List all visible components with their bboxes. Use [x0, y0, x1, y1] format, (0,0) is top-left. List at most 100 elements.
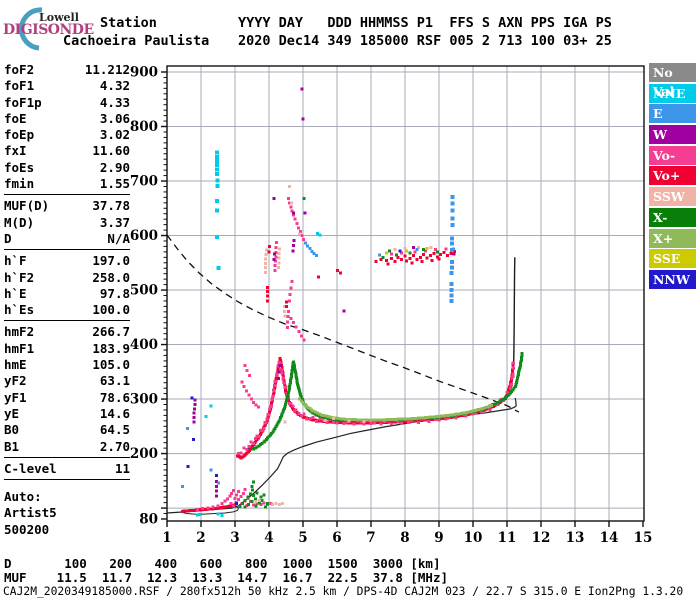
- x-tick-label: 11: [498, 530, 517, 546]
- param-label: yE: [4, 405, 20, 421]
- legend-item-w: W: [649, 125, 696, 145]
- y-tick-label: 80: [139, 511, 158, 527]
- parameter-panel: foF2 11.212 foF1 4.32 foF1p 4.33 foE 3.06 foEp 3.…: [4, 62, 130, 538]
- param-label: h`E: [4, 285, 27, 301]
- param-label: hmF2: [4, 324, 35, 340]
- drift-column-blue: [449, 194, 455, 303]
- drift-column-cyan: [215, 150, 221, 271]
- x-tick-label: 6: [332, 530, 341, 546]
- param-value: 3.02: [99, 127, 130, 143]
- param-label: foF2: [4, 62, 35, 77]
- param-row-ye: yE 14.6: [4, 406, 130, 422]
- panel-separator: [4, 456, 130, 458]
- muf-frequency-row: MUF 11.5 11.7 12.3 13.3 14.7 16.7 22.5 3…: [4, 570, 449, 585]
- digisonde-logo: Lowell DIGISONDE: [0, 0, 100, 52]
- panel-separator: [4, 194, 130, 196]
- header-station-name: Cachoeira Paulista: [63, 33, 210, 49]
- param-value: 2.90: [99, 159, 130, 175]
- legend-item-nnw: NNW: [649, 269, 696, 289]
- param-row-b1: B1 2.70: [4, 439, 130, 455]
- param-value: 105.0: [92, 357, 130, 373]
- mid-cluster-olive: [384, 247, 429, 255]
- param-label: fmin: [4, 176, 35, 192]
- x-tick-label: 1: [162, 530, 171, 546]
- spread-magenta: [192, 87, 456, 498]
- param-label: h`F: [4, 253, 27, 269]
- autoscaling-line: 500200: [4, 521, 50, 537]
- param-row-b0: B0 64.5: [4, 422, 130, 438]
- param-value: 4.33: [99, 94, 130, 110]
- param-value: 78.6: [99, 389, 130, 405]
- param-value: 3.06: [99, 110, 130, 126]
- x-tick-label: 5: [298, 530, 307, 546]
- legend-item-x+: X+: [649, 228, 696, 248]
- y-tick-label: 400: [130, 337, 158, 353]
- y-tick-label: 900: [130, 65, 158, 81]
- param-value: 2.70: [99, 438, 130, 454]
- x-tick-label: 7: [366, 530, 375, 546]
- x-tick-label: 4: [264, 530, 273, 546]
- param-label: hmF1: [4, 340, 35, 356]
- param-value: 11.212: [84, 62, 130, 77]
- panel-separator: [4, 320, 130, 322]
- param-row-yf2: yF2 63.1: [4, 373, 130, 389]
- x-trace-lightgreen: [298, 397, 493, 422]
- param-label: foEp: [4, 127, 35, 143]
- param-label: foEs: [4, 159, 35, 175]
- param-value: 183.9: [92, 340, 130, 356]
- param-value: 1.55: [99, 176, 130, 192]
- y-tick-label: 300: [130, 392, 158, 408]
- param-row-fof1: foF1 4.32: [4, 78, 130, 94]
- spread-red: [265, 244, 342, 308]
- param-value: 100.0: [92, 302, 130, 318]
- param-label: foF1: [4, 78, 35, 94]
- blue-echoes: [180, 241, 455, 488]
- param-value: 14.6: [99, 405, 130, 421]
- param-label: B0: [4, 422, 20, 438]
- param-label: hmE: [4, 357, 27, 373]
- param-label: fxI: [4, 143, 27, 159]
- y-tick-label: 700: [130, 174, 158, 190]
- param-label: h`Es: [4, 302, 35, 318]
- param-value: 97.8: [99, 285, 130, 301]
- param-row-yf1: yF1 78.6: [4, 390, 130, 406]
- param-row-fxi: fxI 11.60: [4, 143, 130, 159]
- cyan-echoes: [196, 231, 322, 518]
- param-row-clevel: C-level 11: [4, 461, 130, 477]
- logo-arc-icon: [18, 7, 43, 51]
- panel-separator: [4, 249, 130, 251]
- legend-item-no-val: No Val: [649, 63, 696, 99]
- param-row-d: D N/A: [4, 231, 130, 247]
- muf-transmission-curve: [166, 234, 520, 413]
- x-tick-label: 2: [196, 530, 205, 546]
- spread-salmon: [254, 185, 433, 506]
- legend-item-nne: NNE: [649, 83, 696, 103]
- param-label: B1: [4, 438, 20, 454]
- param-row-hf2: h`F2 258.0: [4, 270, 130, 286]
- param-value: 11.60: [92, 143, 130, 159]
- logo-lowell-text: Lowell: [39, 11, 79, 24]
- param-row-fof2: foF2 11.212: [4, 62, 130, 78]
- mid-cluster-red: [374, 249, 456, 266]
- legend-item-e: E: [649, 104, 696, 124]
- autoscaling-line: Artist5: [4, 505, 57, 521]
- panel-separator: [4, 479, 130, 481]
- param-value: 64.5: [99, 422, 130, 438]
- y-tick-label: 600: [130, 228, 158, 244]
- x-trace-darkgreen: [252, 351, 524, 451]
- param-row-md: M(D) 3.37: [4, 215, 130, 231]
- legend-item-ssw: SSW: [649, 187, 696, 207]
- param-value: 4.32: [99, 78, 130, 94]
- param-value: 37.78: [92, 198, 130, 214]
- legend-item-vo-: Vo-: [649, 145, 696, 165]
- param-label: yF2: [4, 373, 27, 389]
- param-row-foe: foE 3.06: [4, 111, 130, 127]
- param-label: MUF(D): [4, 198, 50, 214]
- legend-item-vo+: Vo+: [649, 166, 696, 186]
- x-tick-label: 8: [400, 530, 409, 546]
- param-row-hmf2: hmF2 266.7: [4, 324, 130, 340]
- header-values-line: 2020 Dec14 349 185000 RSF 005 2 713 100 …: [238, 33, 612, 49]
- logo-digisonde-text: DIGISONDE: [3, 22, 94, 38]
- es-cluster-green: [238, 480, 269, 509]
